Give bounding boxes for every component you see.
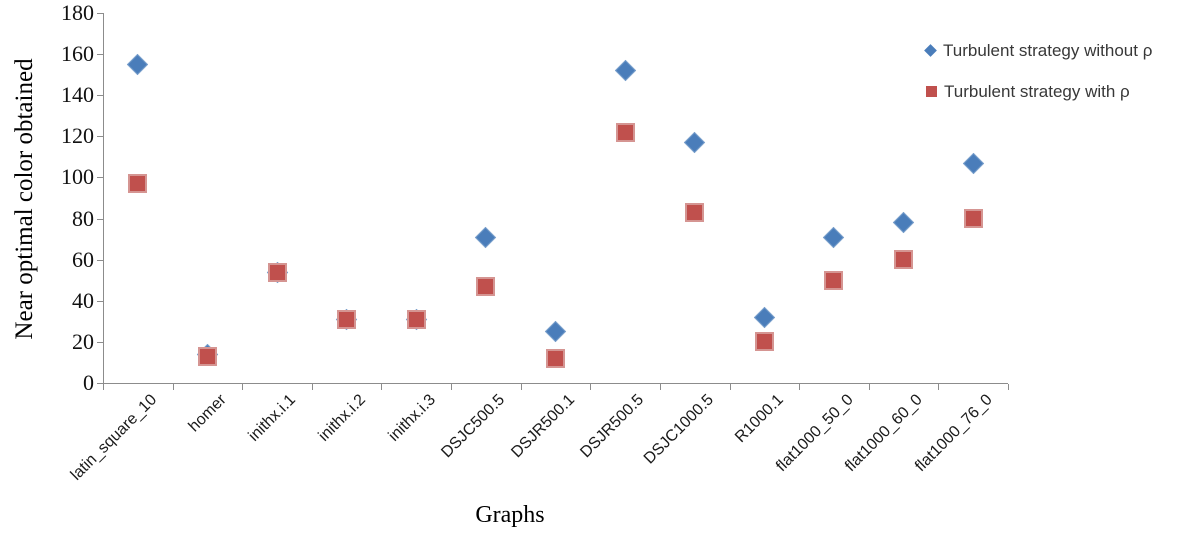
y-tick-mark <box>97 95 103 97</box>
data-point-square <box>406 309 426 329</box>
red-square-icon <box>926 86 937 97</box>
data-point-diamond <box>823 226 845 248</box>
y-tick-label: 60 <box>72 246 94 272</box>
data-point-square <box>546 348 565 368</box>
y-tick-mark <box>97 136 103 138</box>
data-point-square <box>476 276 496 296</box>
data-point-square <box>754 332 774 352</box>
legend-label: Turbulent strategy with ρ <box>944 81 1130 101</box>
data-point-square <box>197 346 217 366</box>
y-tick-mark <box>97 177 103 179</box>
x-category-label: DSJC500.5 <box>438 391 509 462</box>
x-category-label: latin_square_10 <box>67 391 161 484</box>
data-point-diamond <box>614 59 636 82</box>
y-tick-mark <box>97 13 103 14</box>
data-point-square <box>963 209 983 229</box>
y-tick-mark <box>97 383 103 384</box>
y-tick-mark <box>97 218 103 220</box>
x-tick-mark <box>1008 384 1009 390</box>
data-point-square <box>128 174 148 194</box>
legend-item-with-rho: Turbulent strategy with ρ <box>926 71 1152 112</box>
data-point-diamond <box>127 53 149 75</box>
x-tick-mark <box>172 384 174 390</box>
y-axis-line <box>103 13 104 384</box>
x-category-label: R1000.1 <box>731 391 787 447</box>
x-tick-mark <box>590 384 592 390</box>
x-tick-mark <box>729 384 731 390</box>
x-tick-mark <box>938 384 940 390</box>
data-point-diamond <box>544 321 567 343</box>
x-category-label: flat1000_76_0 <box>911 391 996 476</box>
y-tick-label: 160 <box>61 41 94 67</box>
data-point-square <box>685 202 705 222</box>
y-tick-label: 0 <box>83 370 94 395</box>
x-category-label: DSJR500.5 <box>577 391 648 462</box>
data-point-diamond <box>892 212 915 234</box>
y-tick-label: 40 <box>72 287 94 313</box>
y-tick-mark <box>97 300 103 302</box>
y-tick-label: 20 <box>72 328 94 354</box>
data-point-square <box>824 270 844 290</box>
x-tick-mark <box>311 384 313 390</box>
data-point-diamond <box>475 226 497 248</box>
x-category-label: DSJC1000.5 <box>640 391 718 468</box>
data-point-diamond <box>753 306 775 328</box>
data-point-square <box>894 250 914 270</box>
legend: Turbulent strategy without ρ Turbulent s… <box>924 30 1153 112</box>
data-point-diamond <box>962 152 984 174</box>
y-tick-label: 140 <box>61 82 94 108</box>
x-tick-mark <box>242 384 244 390</box>
x-category-label: inithx.i.3 <box>385 391 439 445</box>
x-tick-mark <box>451 384 453 390</box>
data-point-square <box>267 262 287 282</box>
y-tick-label: 120 <box>61 123 94 149</box>
x-category-label: inithx.i.1 <box>245 391 300 445</box>
data-point-square <box>615 122 635 142</box>
data-point-diamond <box>684 131 706 154</box>
x-category-label: homer <box>185 391 230 436</box>
x-category-label: inithx.i.2 <box>315 391 369 445</box>
x-tick-mark <box>659 384 661 390</box>
data-point-square <box>337 309 357 329</box>
legend-item-without-rho: Turbulent strategy without ρ <box>924 30 1153 71</box>
y-tick-label: 180 <box>61 0 94 25</box>
x-axis-title: Graphs <box>475 502 545 528</box>
y-tick-mark <box>97 259 103 261</box>
y-tick-label: 100 <box>61 164 94 190</box>
blue-diamond-icon <box>924 44 937 57</box>
x-tick-mark <box>520 384 522 390</box>
y-tick-label: 80 <box>72 205 94 231</box>
y-tick-mark <box>97 341 103 343</box>
x-axis-line <box>103 383 1008 384</box>
x-tick-mark <box>868 384 870 390</box>
y-tick-mark <box>97 54 103 56</box>
x-tick-mark <box>103 384 104 390</box>
x-tick-mark <box>799 384 801 390</box>
legend-label: Turbulent strategy without ρ <box>943 40 1153 60</box>
y-axis-title: Near optimal color obtained <box>11 58 38 340</box>
x-category-label: DSJR500.1 <box>507 391 578 462</box>
x-tick-mark <box>381 384 383 390</box>
